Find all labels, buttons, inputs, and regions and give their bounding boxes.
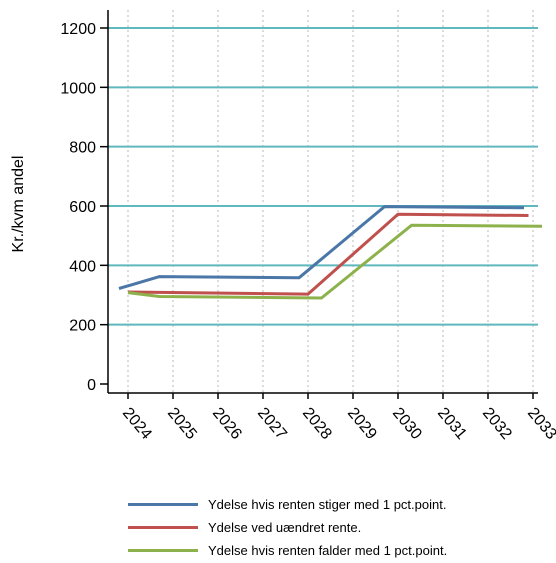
y-tick-label: 1000 (60, 80, 96, 97)
x-tick-label: 2027 (254, 405, 290, 443)
x-tick-label: 2033 (524, 405, 556, 443)
y-tick-label: 800 (69, 140, 96, 157)
x-tick-label: 2028 (299, 405, 335, 443)
legend-item: Ydelse hvis renten stiger med 1 pct.poin… (128, 493, 447, 516)
y-tick-label: 400 (69, 258, 96, 275)
y-axis-label: Kr./kvm andel (10, 156, 27, 253)
series-line-2 (127, 212, 529, 296)
series-line-1 (118, 205, 525, 290)
legend-item: Ydelse ved uændret rente. (128, 516, 447, 539)
series-lines (118, 205, 543, 300)
x-tick-label: 2031 (434, 405, 470, 443)
legend-item: Ydelse hvis renten falder med 1 pct.poin… (128, 539, 447, 562)
legend: Ydelse hvis renten stiger med 1 pct.poin… (128, 493, 447, 562)
x-tick-label: 2030 (389, 405, 425, 443)
x-tick-label: 2026 (209, 405, 245, 443)
legend-label: Ydelse hvis renten stiger med 1 pct.poin… (208, 497, 447, 512)
grid (108, 10, 538, 393)
legend-label: Ydelse ved uændret rente. (208, 520, 362, 535)
x-tick-label: 2029 (344, 405, 380, 443)
y-tick-label: 600 (69, 199, 96, 216)
x-tick-label: 2025 (164, 405, 200, 443)
legend-swatch (128, 549, 198, 552)
legend-label: Ydelse hvis renten falder med 1 pct.poin… (208, 543, 448, 558)
legend-swatch (128, 526, 198, 529)
y-tick-label: 200 (69, 318, 96, 335)
y-tick-label: 1200 (60, 21, 96, 38)
series-line-3 (127, 223, 543, 300)
x-tick-label: 2032 (479, 405, 515, 443)
legend-swatch (128, 503, 198, 506)
y-tick-label: 0 (87, 377, 96, 394)
x-tick-label: 2024 (119, 405, 155, 443)
